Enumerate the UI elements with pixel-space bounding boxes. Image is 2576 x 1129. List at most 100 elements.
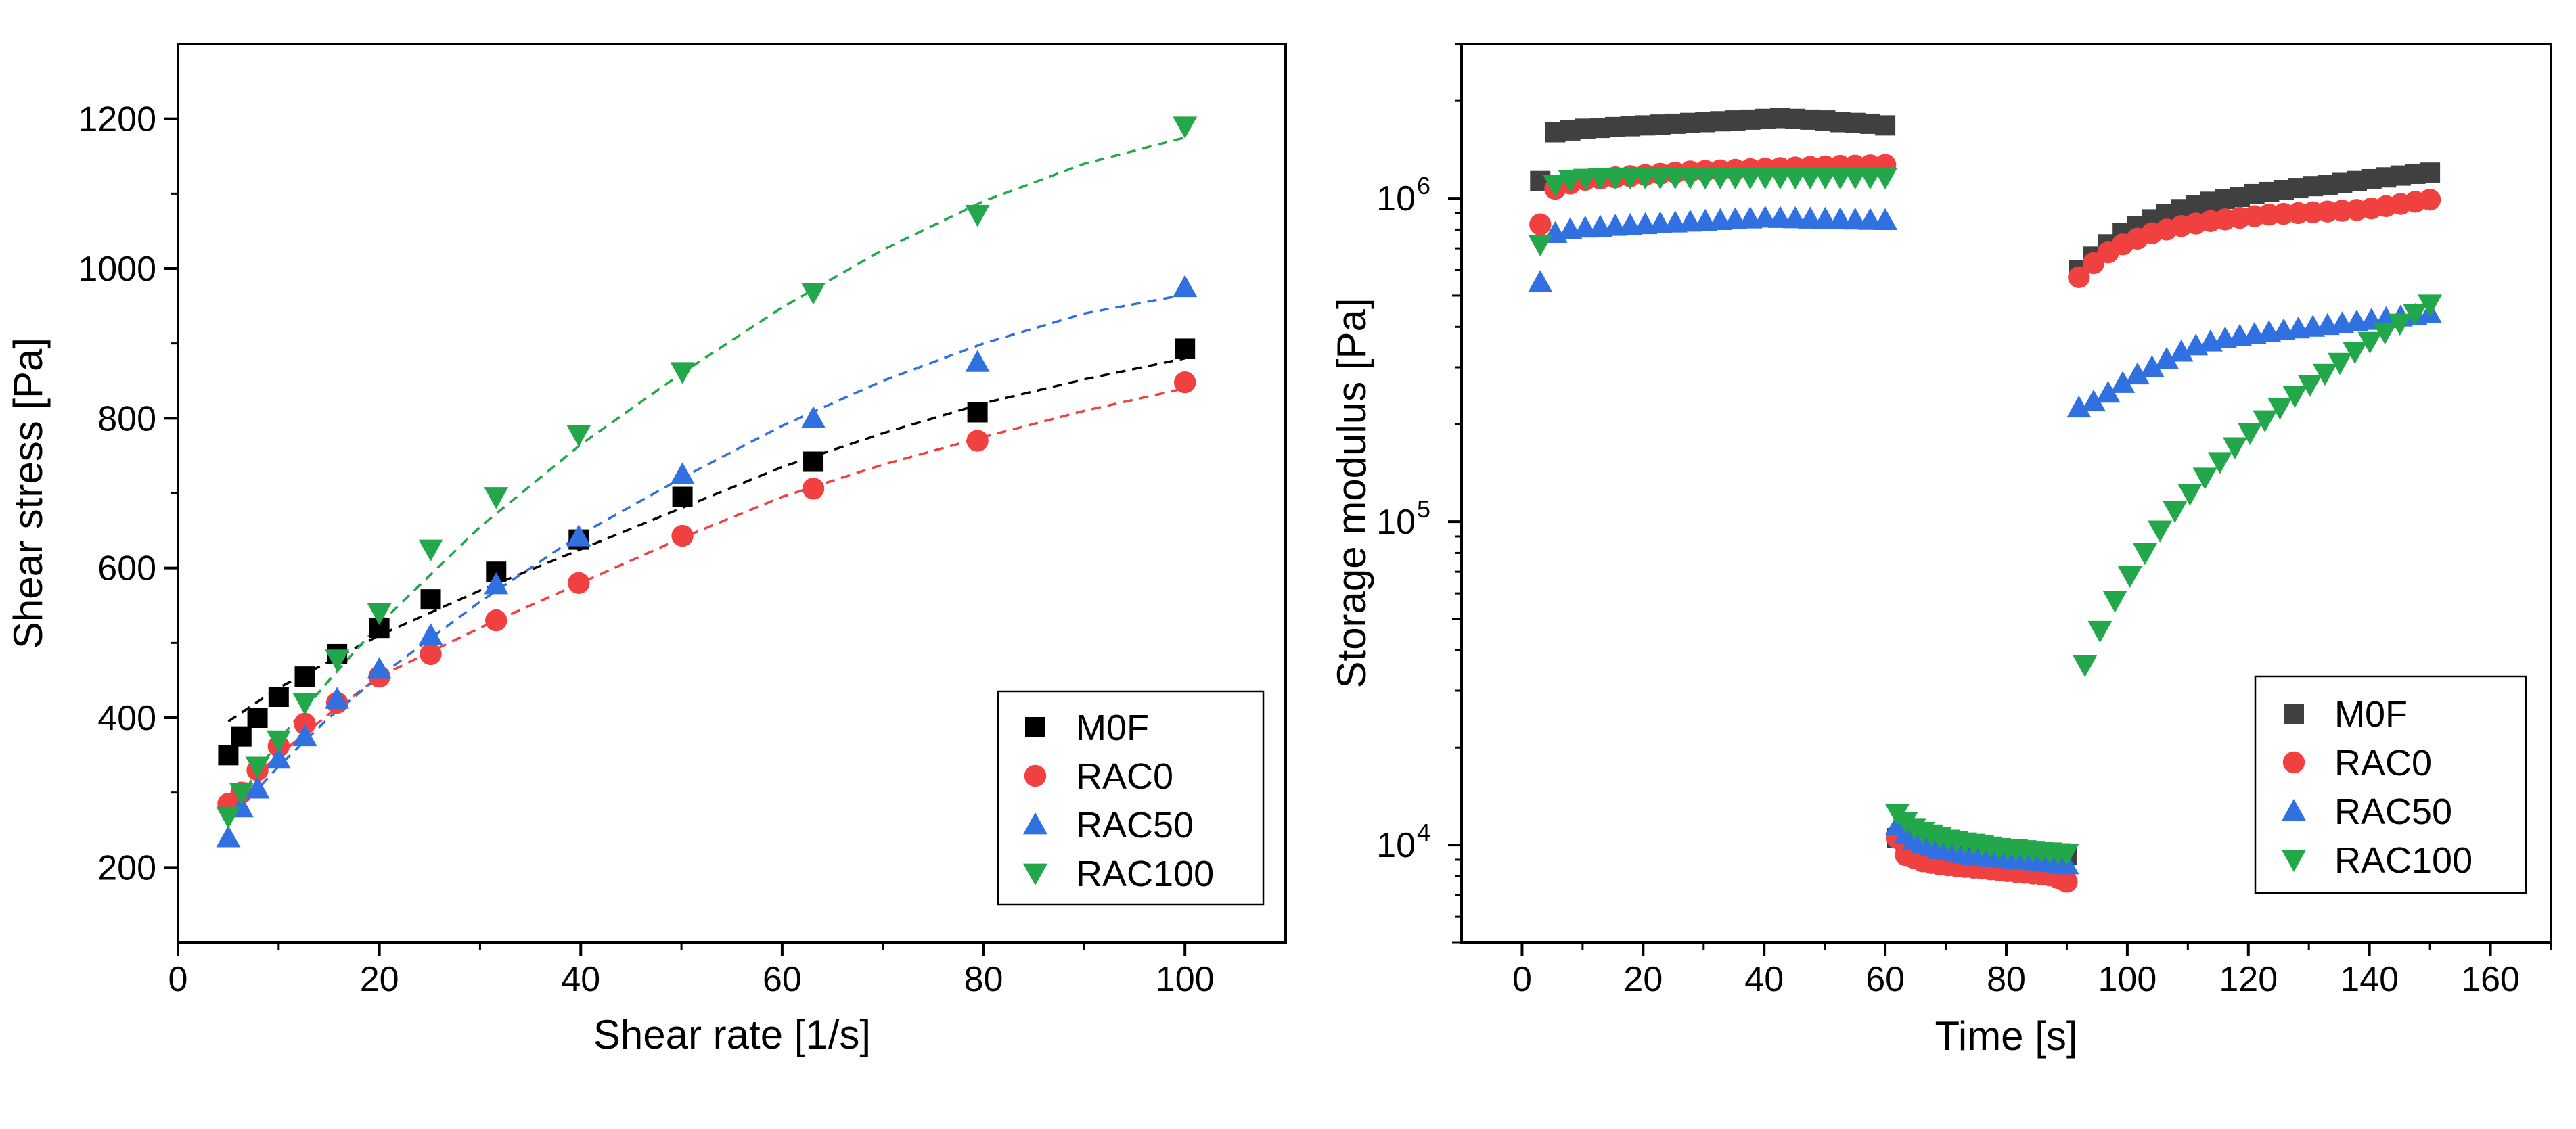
data-point — [2177, 484, 2202, 506]
data-point — [1543, 175, 1568, 198]
data-point — [2154, 346, 2179, 369]
legend-label: RAC50 — [2334, 791, 2452, 832]
x-tick-label: 20 — [1623, 960, 1663, 999]
y-tick-label: 1200 — [78, 100, 156, 139]
data-point — [2282, 386, 2307, 409]
data-point — [2297, 375, 2322, 397]
y-tick-label: 10 — [1376, 179, 1416, 218]
x-tick-label: 120 — [2219, 960, 2278, 999]
legend-entry-rac50: RAC50 — [1023, 805, 1194, 846]
y-tick-label: 10 — [1376, 826, 1416, 865]
data-point — [367, 603, 392, 626]
legend-label: RAC100 — [1076, 854, 1214, 894]
legend-label: RAC100 — [2334, 840, 2472, 881]
y-tick-label: 600 — [97, 549, 156, 589]
data-point — [2343, 342, 2368, 365]
data-point — [231, 726, 252, 747]
legend-label: RAC0 — [1076, 756, 1173, 797]
data-point — [803, 451, 824, 472]
data-point — [2402, 304, 2427, 326]
legend-label: RAC50 — [1076, 805, 1194, 846]
y-tick-label: 1000 — [78, 250, 156, 289]
data-point — [485, 609, 507, 632]
data-point — [1173, 371, 1196, 394]
y-tick-exponent: 5 — [1417, 495, 1430, 523]
data-point — [2096, 380, 2121, 403]
data-point — [1528, 270, 1553, 292]
y-tick-exponent: 4 — [1417, 819, 1430, 846]
data-point — [484, 487, 509, 509]
legend-entry-rac100: RAC100 — [1023, 854, 1214, 894]
legend-marker — [1025, 717, 1045, 737]
data-point — [484, 572, 509, 595]
y-tick-label: 400 — [97, 699, 156, 738]
data-point — [216, 825, 241, 848]
data-point — [2328, 352, 2353, 375]
x-tick-label: 40 — [561, 960, 600, 999]
legend-marker — [1024, 764, 1047, 787]
x-tick-label: 160 — [2461, 960, 2520, 999]
data-point — [568, 572, 590, 594]
data-point — [1558, 170, 1583, 192]
data-point — [294, 666, 315, 687]
data-point — [2418, 294, 2443, 317]
data-point — [229, 783, 254, 805]
legend-entry-rac0: RAC0 — [1024, 756, 1173, 797]
x-tick-label: 80 — [964, 960, 1003, 999]
data-point — [2148, 520, 2173, 543]
legend-entry-m0f: M0F — [1025, 708, 1149, 748]
y-axis-title: Shear stress [Pa] — [5, 338, 51, 649]
data-point — [566, 425, 591, 447]
data-point — [2140, 355, 2165, 377]
data-point — [965, 204, 990, 227]
fit-line-rac100 — [227, 136, 1185, 816]
legend: M0F RAC0 RAC50 RAC100 — [2254, 675, 2527, 894]
data-point — [2117, 566, 2142, 589]
x-tick-label: 40 — [1744, 960, 1784, 999]
data-point — [2125, 362, 2150, 385]
series-rac100 — [1528, 167, 2443, 866]
data-point — [2163, 501, 2188, 524]
y-tick-label: 800 — [97, 399, 156, 438]
data-point — [966, 430, 989, 452]
data-point — [1873, 208, 1898, 230]
data-point — [1875, 115, 1896, 136]
legend-marker — [2282, 799, 2306, 821]
data-point — [325, 649, 350, 672]
data-point — [670, 462, 695, 484]
legend-entry-rac50: RAC50 — [2282, 791, 2452, 832]
data-point — [801, 406, 826, 428]
data-point — [245, 777, 270, 799]
data-point — [2372, 322, 2397, 345]
data-point — [2073, 655, 2098, 678]
data-point — [268, 687, 289, 708]
data-point — [802, 478, 825, 500]
x-tick-label: 140 — [2340, 960, 2399, 999]
x-tick-label: 0 — [1512, 960, 1532, 999]
data-point — [367, 657, 392, 679]
data-point — [2102, 591, 2127, 613]
legend-marker — [2282, 850, 2306, 872]
series-rac100 — [216, 116, 1198, 829]
legend-label: M0F — [2334, 694, 2408, 735]
data-point — [292, 724, 317, 747]
data-point — [670, 362, 695, 384]
y-tick-exponent: 6 — [1417, 172, 1430, 200]
data-point — [2110, 371, 2136, 393]
data-point — [2387, 313, 2412, 336]
data-point — [294, 712, 316, 735]
fit-line-m0f — [227, 357, 1185, 722]
data-point — [2267, 398, 2292, 420]
data-point — [2420, 162, 2441, 183]
data-point — [967, 402, 988, 423]
legend-label: RAC0 — [2334, 743, 2432, 783]
legend-entry-rac0: RAC0 — [2282, 743, 2432, 783]
data-point — [1529, 213, 1552, 235]
data-point — [2066, 395, 2092, 418]
data-point — [2222, 437, 2247, 459]
data-points — [216, 116, 1198, 848]
data-point — [2312, 363, 2337, 386]
data-point — [325, 687, 350, 709]
data-point — [420, 589, 441, 610]
